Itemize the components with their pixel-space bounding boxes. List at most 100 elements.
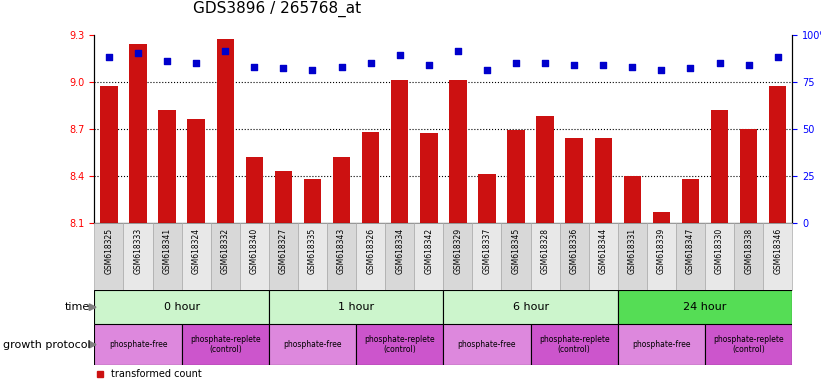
Text: phosphate-free: phosphate-free — [632, 340, 690, 349]
Text: GSM618342: GSM618342 — [424, 228, 433, 274]
Bar — [245, 157, 263, 223]
Text: GSM618328: GSM618328 — [540, 228, 549, 274]
Bar — [158, 110, 176, 223]
Text: GSM618347: GSM618347 — [686, 228, 695, 274]
Bar — [181, 223, 211, 290]
Bar — [356, 223, 385, 290]
Point — [190, 60, 203, 66]
Bar — [153, 223, 181, 290]
Point — [626, 63, 639, 70]
Point — [364, 60, 377, 66]
Bar — [443, 324, 530, 365]
Bar — [507, 130, 525, 223]
Bar — [100, 86, 117, 223]
Bar — [589, 223, 618, 290]
Text: phosphate-replete
(control): phosphate-replete (control) — [539, 335, 609, 354]
Bar — [560, 223, 589, 290]
Bar — [734, 223, 764, 290]
Text: GSM618327: GSM618327 — [279, 228, 288, 274]
Text: phosphate-replete
(control): phosphate-replete (control) — [713, 335, 784, 354]
Bar — [705, 223, 734, 290]
Bar — [130, 44, 147, 223]
Text: GSM618338: GSM618338 — [744, 228, 753, 274]
Bar — [472, 223, 502, 290]
Bar — [269, 223, 298, 290]
Bar — [298, 223, 327, 290]
Bar — [647, 223, 676, 290]
Point — [335, 63, 348, 70]
Point — [510, 60, 523, 66]
Bar — [356, 324, 443, 365]
Bar — [536, 116, 554, 223]
Point — [218, 48, 232, 55]
Bar — [217, 39, 234, 223]
Bar — [618, 223, 647, 290]
Text: GSM618334: GSM618334 — [395, 228, 404, 274]
Point — [306, 67, 319, 73]
Point — [422, 61, 435, 68]
Text: phosphate-replete
(control): phosphate-replete (control) — [190, 335, 260, 354]
Bar — [502, 223, 530, 290]
Text: growth protocol: growth protocol — [2, 339, 90, 350]
Bar — [304, 179, 321, 223]
Bar — [530, 324, 618, 365]
Text: phosphate-free: phosphate-free — [283, 340, 342, 349]
Bar — [740, 129, 758, 223]
Bar — [681, 179, 699, 223]
Text: transformed count: transformed count — [111, 369, 202, 379]
Text: 0 hour: 0 hour — [163, 302, 200, 312]
Text: GSM618345: GSM618345 — [511, 228, 521, 274]
Point — [393, 52, 406, 58]
Text: 24 hour: 24 hour — [683, 302, 727, 312]
Text: GSM618326: GSM618326 — [366, 228, 375, 274]
Text: GSM618336: GSM618336 — [570, 228, 579, 274]
Text: GSM618341: GSM618341 — [163, 228, 172, 274]
Bar — [764, 223, 792, 290]
Bar — [269, 324, 356, 365]
Bar — [443, 223, 472, 290]
Bar — [94, 324, 181, 365]
Bar — [94, 223, 123, 290]
Point — [277, 65, 290, 71]
Point — [103, 54, 116, 60]
Point — [597, 61, 610, 68]
Bar — [478, 174, 496, 223]
Text: GSM618325: GSM618325 — [104, 228, 113, 274]
Text: 1 hour: 1 hour — [338, 302, 374, 312]
Bar — [269, 290, 443, 324]
Text: phosphate-free: phosphate-free — [108, 340, 167, 349]
Point — [567, 61, 580, 68]
Point — [480, 67, 493, 73]
Point — [742, 61, 755, 68]
Bar — [420, 133, 438, 223]
Text: time: time — [65, 302, 90, 312]
Bar — [275, 171, 292, 223]
Bar — [391, 80, 408, 223]
Text: GSM618346: GSM618346 — [773, 228, 782, 274]
Bar — [617, 324, 705, 365]
Bar — [530, 223, 560, 290]
Text: GSM618343: GSM618343 — [337, 228, 346, 274]
Bar — [123, 223, 153, 290]
Text: GSM618339: GSM618339 — [657, 228, 666, 274]
Bar — [362, 132, 379, 223]
Text: GSM618337: GSM618337 — [483, 228, 492, 274]
Text: GDS3896 / 265768_at: GDS3896 / 265768_at — [193, 1, 361, 17]
Bar — [449, 80, 466, 223]
Text: GSM618335: GSM618335 — [308, 228, 317, 274]
Bar — [566, 138, 583, 223]
Text: GSM618324: GSM618324 — [191, 228, 200, 274]
Bar — [624, 176, 641, 223]
Bar — [705, 324, 792, 365]
Bar — [711, 110, 728, 223]
Bar — [676, 223, 705, 290]
Point — [771, 54, 784, 60]
Text: GSM618332: GSM618332 — [221, 228, 230, 274]
Point — [713, 60, 726, 66]
Bar — [415, 223, 443, 290]
Text: GSM618329: GSM618329 — [453, 228, 462, 274]
Bar — [653, 212, 670, 223]
Bar — [240, 223, 269, 290]
Point — [655, 67, 668, 73]
Point — [161, 58, 174, 64]
